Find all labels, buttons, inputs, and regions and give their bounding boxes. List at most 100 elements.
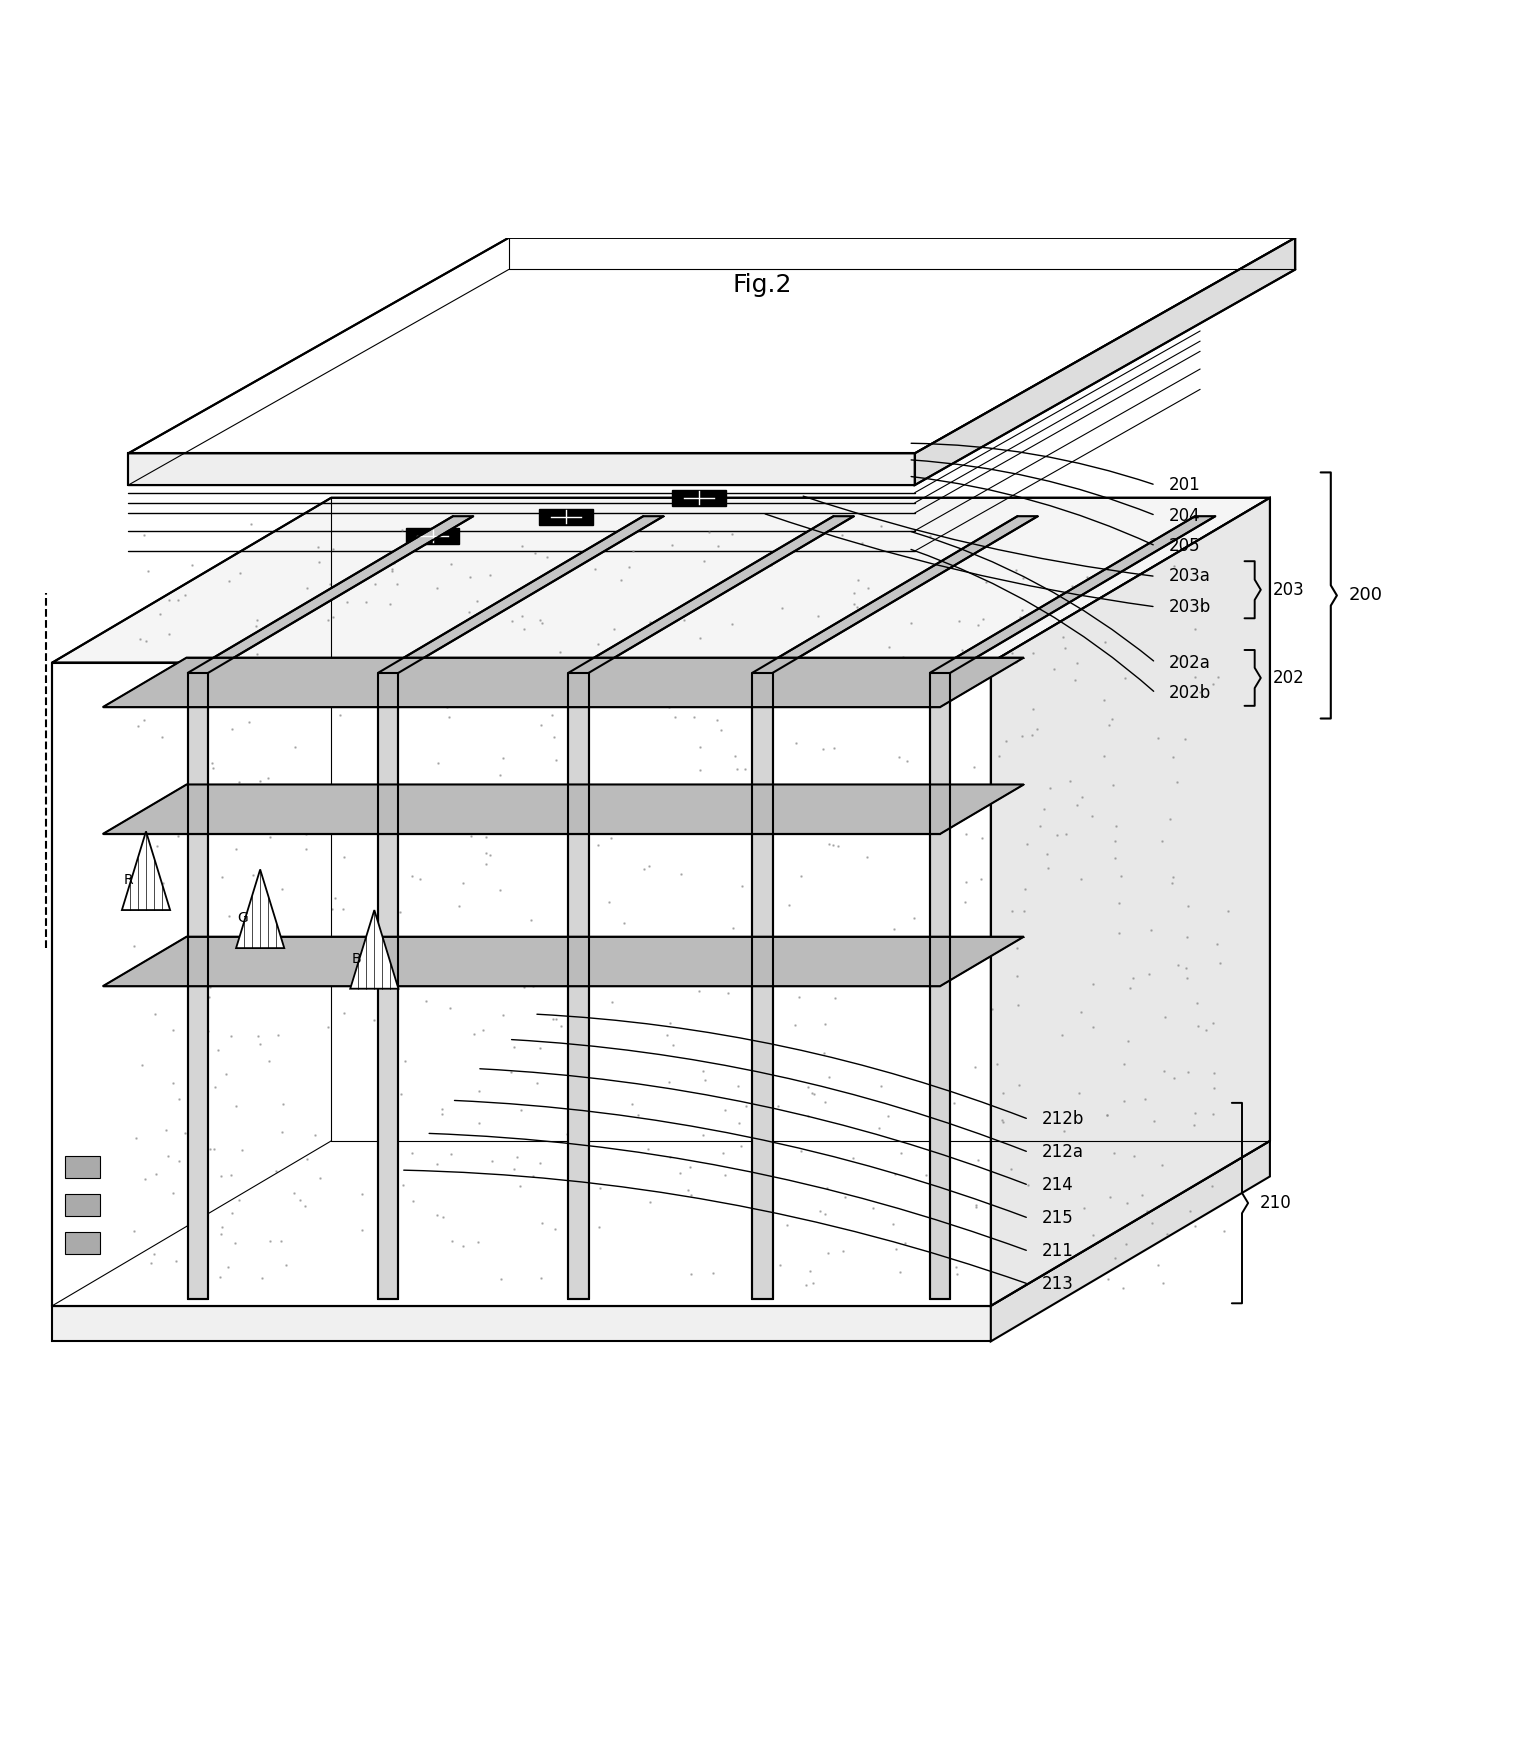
Point bbox=[578, 792, 602, 820]
Point bbox=[767, 1250, 791, 1278]
Point bbox=[400, 1139, 424, 1167]
Point bbox=[1101, 1139, 1125, 1167]
Point bbox=[529, 609, 554, 637]
Point bbox=[296, 574, 320, 602]
Point bbox=[439, 1228, 464, 1256]
Point bbox=[669, 816, 694, 844]
Point bbox=[669, 860, 694, 888]
Point bbox=[525, 1069, 549, 1097]
Point bbox=[798, 778, 822, 806]
Point bbox=[734, 1092, 758, 1120]
Point bbox=[1161, 518, 1185, 546]
Point bbox=[172, 1120, 197, 1148]
Point bbox=[439, 1141, 464, 1168]
Point bbox=[1183, 616, 1208, 644]
Point bbox=[163, 1247, 188, 1275]
Point bbox=[439, 549, 464, 577]
Point bbox=[422, 799, 447, 827]
Point bbox=[360, 652, 384, 680]
Point bbox=[528, 712, 552, 739]
Point bbox=[686, 940, 711, 968]
Point bbox=[1182, 1111, 1206, 1139]
Point bbox=[186, 764, 210, 792]
Point bbox=[160, 1015, 185, 1043]
Point bbox=[1054, 635, 1078, 663]
Point bbox=[810, 931, 834, 959]
Point bbox=[1042, 656, 1066, 684]
Point bbox=[1116, 1027, 1141, 1055]
Point bbox=[1010, 722, 1034, 750]
Point bbox=[477, 842, 502, 870]
Point bbox=[694, 1066, 718, 1093]
Point bbox=[987, 741, 1011, 769]
Point bbox=[711, 1139, 735, 1167]
Point bbox=[1092, 743, 1116, 771]
Point bbox=[766, 1092, 790, 1120]
Point bbox=[488, 762, 512, 790]
Point bbox=[223, 1228, 247, 1256]
Bar bbox=[673, 490, 726, 506]
Point bbox=[583, 556, 607, 584]
Point bbox=[942, 548, 967, 576]
Point bbox=[712, 1162, 737, 1189]
Point bbox=[518, 905, 543, 933]
Point bbox=[166, 781, 191, 809]
Point bbox=[1095, 1100, 1119, 1128]
Point bbox=[528, 1034, 552, 1062]
Point bbox=[244, 612, 268, 640]
Point bbox=[1165, 767, 1190, 795]
Point bbox=[842, 589, 866, 617]
Point bbox=[549, 1012, 573, 1039]
Bar bbox=[66, 1156, 101, 1177]
Point bbox=[888, 743, 912, 771]
Point bbox=[122, 931, 146, 959]
Point bbox=[1066, 649, 1090, 677]
Point bbox=[1068, 1080, 1092, 1107]
Point bbox=[480, 1148, 505, 1175]
Point bbox=[1176, 893, 1200, 921]
Point bbox=[845, 593, 869, 621]
Point bbox=[1103, 827, 1127, 855]
Point bbox=[250, 1264, 274, 1292]
Point bbox=[750, 1170, 775, 1198]
Point bbox=[133, 1165, 157, 1193]
Point bbox=[657, 1067, 682, 1095]
Point bbox=[706, 532, 730, 560]
Point bbox=[953, 820, 978, 848]
Point bbox=[209, 1219, 233, 1247]
Point bbox=[319, 895, 343, 923]
Point bbox=[831, 1236, 856, 1264]
Point bbox=[451, 869, 476, 896]
Point bbox=[1200, 1010, 1225, 1038]
Point bbox=[511, 616, 535, 644]
Point bbox=[947, 607, 971, 635]
Point bbox=[377, 879, 401, 907]
Text: 202a: 202a bbox=[1168, 654, 1211, 671]
Point bbox=[1031, 795, 1055, 823]
Point bbox=[758, 551, 782, 579]
Point bbox=[142, 1240, 166, 1268]
Point bbox=[709, 717, 734, 745]
Point bbox=[869, 513, 894, 541]
Point bbox=[1115, 1230, 1139, 1257]
Point bbox=[1154, 1221, 1179, 1249]
Point bbox=[416, 964, 441, 992]
Point bbox=[889, 1139, 913, 1167]
Point bbox=[628, 776, 653, 804]
Point bbox=[1145, 1250, 1170, 1278]
Point bbox=[1165, 644, 1190, 671]
Point bbox=[293, 1191, 317, 1219]
Point bbox=[1174, 923, 1199, 950]
Point bbox=[659, 809, 683, 837]
Point bbox=[660, 1031, 685, 1059]
Point bbox=[1112, 1050, 1136, 1078]
Point bbox=[766, 647, 790, 675]
Point bbox=[541, 1005, 566, 1032]
Point bbox=[154, 1116, 178, 1144]
Point bbox=[241, 862, 265, 889]
Polygon shape bbox=[52, 663, 991, 1306]
Point bbox=[1069, 999, 1093, 1027]
Point bbox=[210, 1214, 235, 1242]
Point bbox=[1205, 663, 1229, 691]
Point bbox=[688, 755, 712, 783]
